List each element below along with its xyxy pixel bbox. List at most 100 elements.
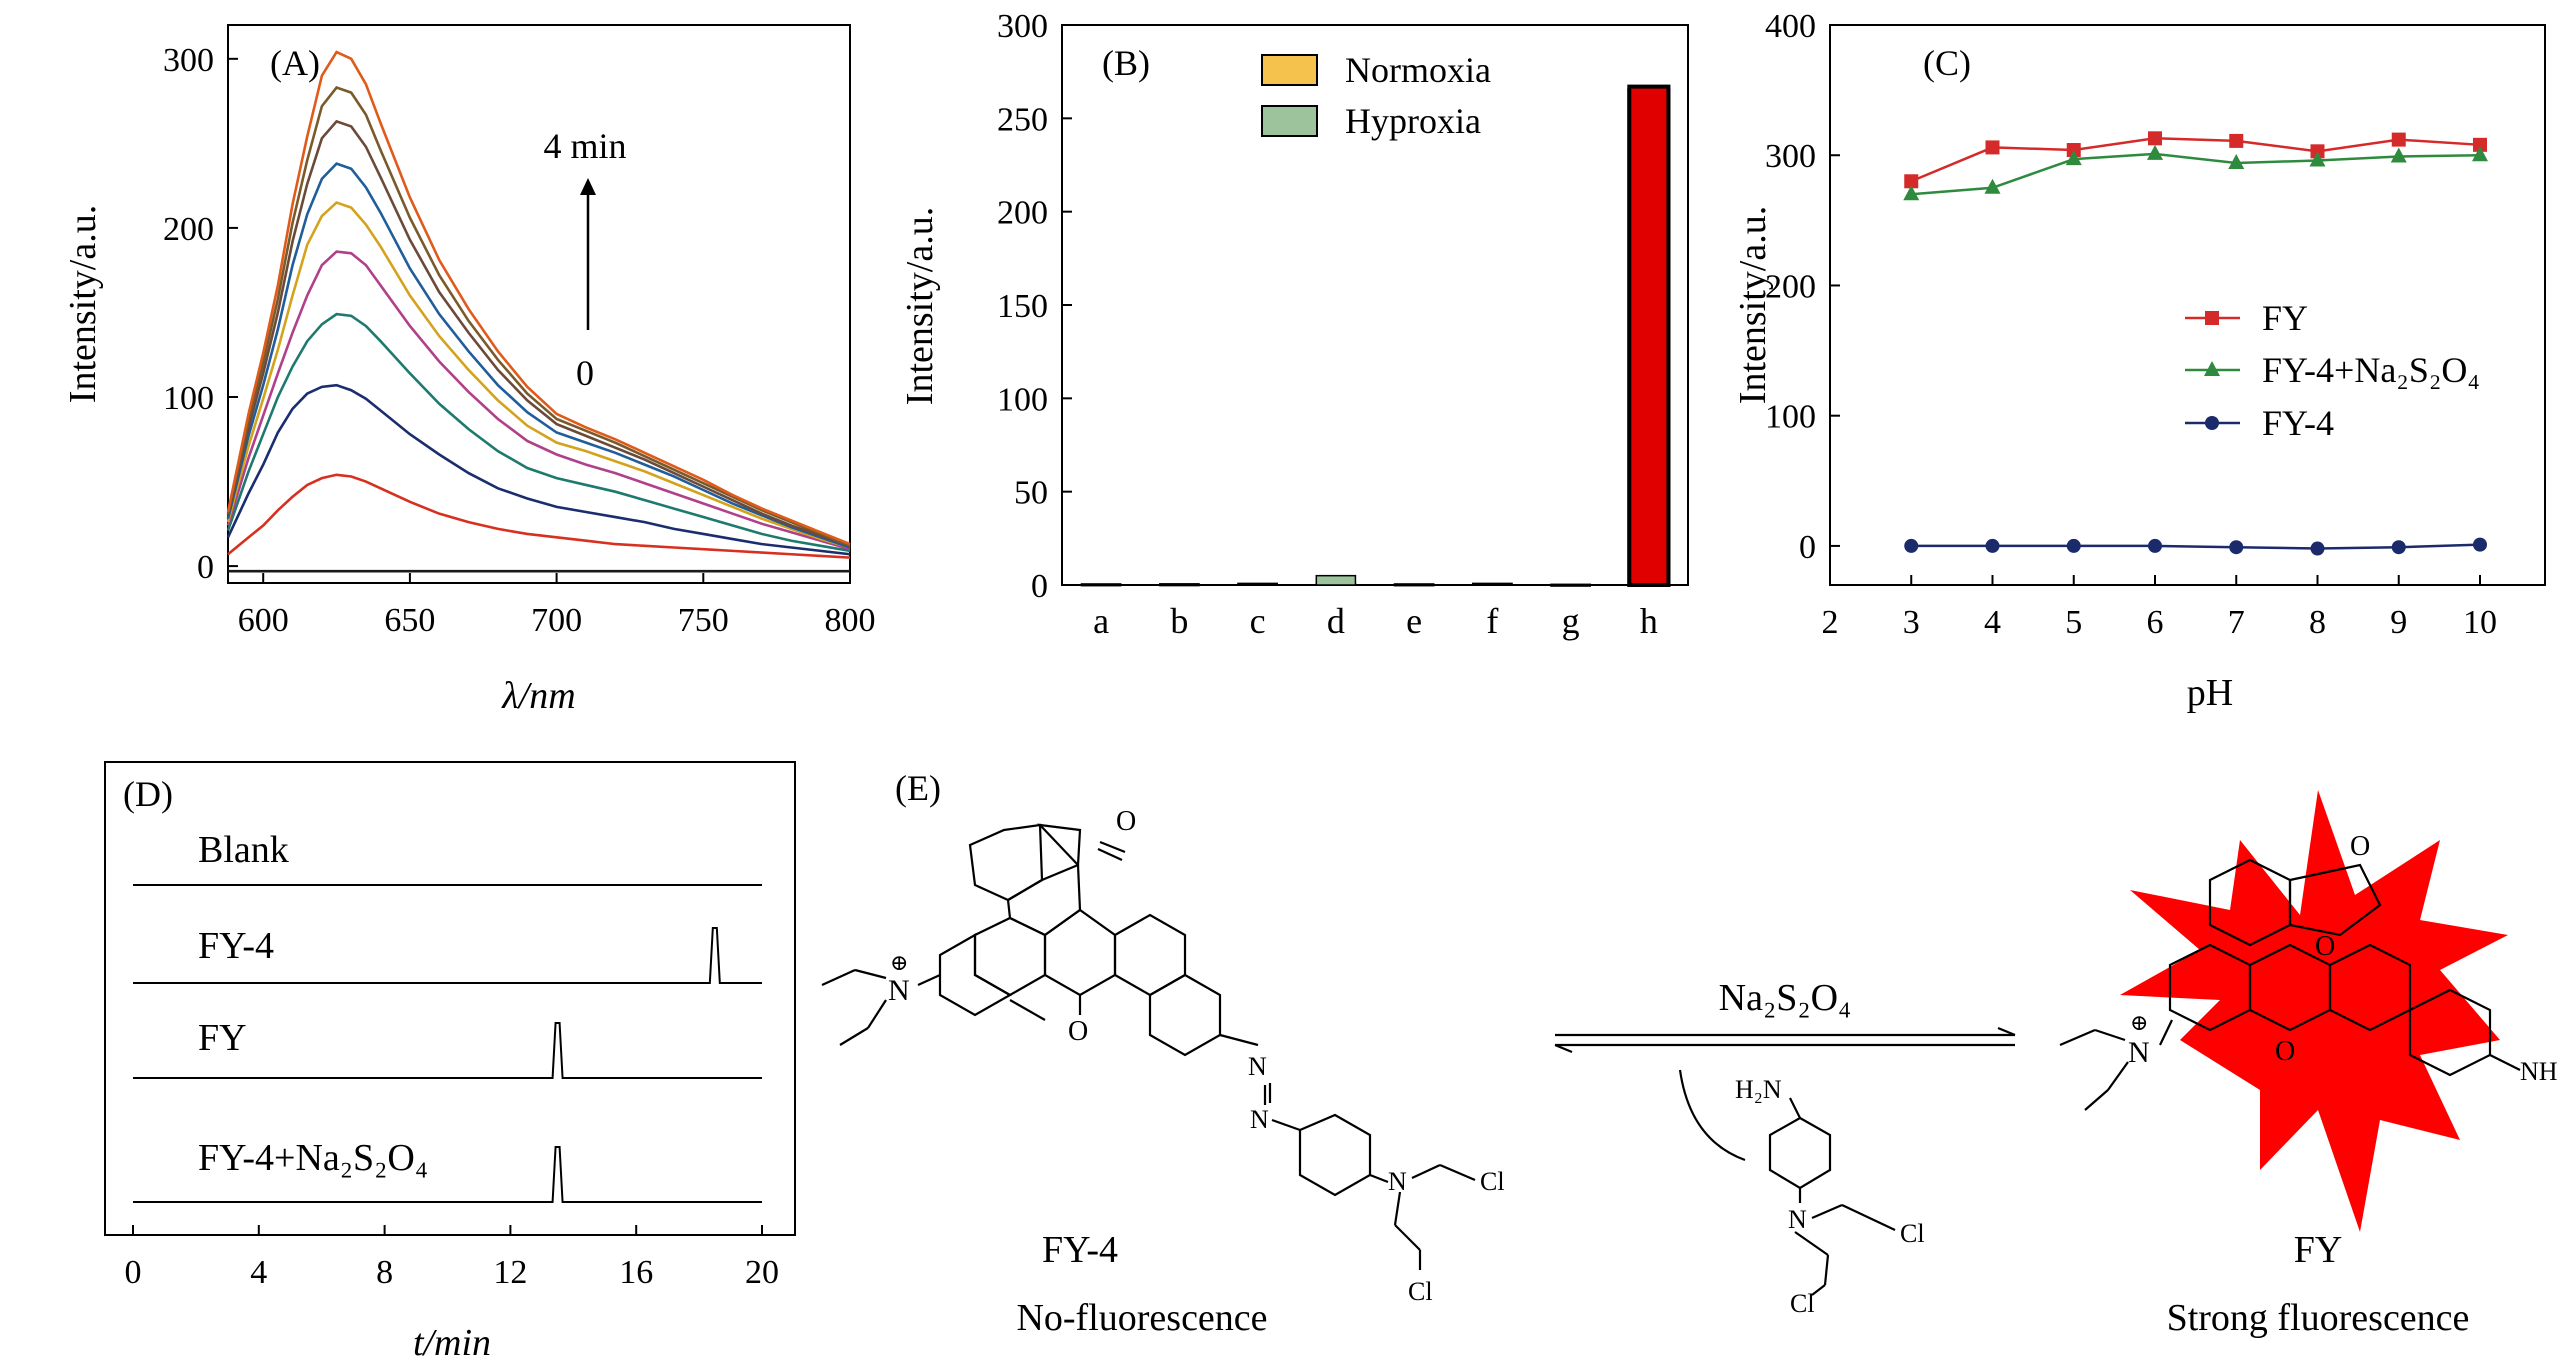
panel-b-ytick-label: 150 [997, 288, 1048, 325]
svg-text:N: N [1388, 1167, 1407, 1196]
panel-c-series-line [1911, 543, 2481, 550]
panel-a-xlabel: λ/nm [501, 675, 575, 717]
panel-a-xtick-label: 600 [238, 602, 289, 639]
panel-d-trace-label: FY [198, 1017, 247, 1059]
panel-c-point [2065, 150, 2082, 166]
panel-e-label: (E) [895, 768, 941, 808]
panel-a-frame [227, 24, 851, 584]
panel-a-series-line [227, 473, 851, 559]
panel-a-xtick-label: 650 [384, 602, 435, 639]
svg-text:O: O [1068, 1016, 1088, 1047]
panel-c-series-line [1910, 137, 2481, 183]
panel-c-legend-label: FY-4+Na₂S₂O₄ [2262, 350, 2480, 390]
panel-c-point [2148, 131, 2162, 146]
panel-a-series-line [226, 162, 851, 549]
fy4-structure: O O N ⊕ N N N [821, 806, 1505, 1306]
svg-text:O: O [2315, 931, 2335, 962]
panel-c-legend-label: FY-4 [2262, 403, 2334, 443]
svg-text:N: N [1788, 1205, 1807, 1234]
panel-b-legend-label: Normoxia [1345, 50, 1491, 90]
panel-c-point [1984, 178, 2001, 194]
panel-c-xtick-label: 8 [2309, 604, 2326, 641]
panel-d-trace [133, 1022, 762, 1079]
panel-c-ytick-label: 300 [1765, 138, 1816, 175]
panel-a-ylabel: Intensity/a.u. [62, 205, 104, 403]
panel-c-point [2228, 154, 2245, 170]
panel-b-bar [1627, 84, 1671, 587]
panel-c-point [2229, 540, 2244, 555]
fy-desc: Strong fluorescence [2167, 1297, 2470, 1339]
panel-c-point [1985, 538, 2000, 553]
svg-text:O: O [1116, 806, 1136, 837]
panel-a-series-line [226, 50, 851, 546]
panel-b-chart: 0 50 100 150 200 250 300 a b c d e f g h (B) Normoxia Hyp… [899, 8, 1689, 641]
panel-a-arrow-top-label: 4 min [543, 126, 626, 166]
panel-d-frame [104, 761, 796, 1236]
panel-c-point [2310, 541, 2325, 556]
panel-c-legend-marker [2205, 311, 2219, 325]
panel-b-category-label: g [1562, 601, 1580, 641]
panel-c-point [2391, 540, 2406, 555]
svg-text:⊕: ⊕ [2130, 1010, 2148, 1035]
panel-b-ylabel: Intensity/a.u. [899, 207, 941, 405]
panel-b-bar [1237, 582, 1278, 586]
amine-byproduct: H₂N N Cl Cl [1735, 1075, 1925, 1318]
panel-b-bar [1080, 583, 1122, 587]
panel-a-xtick-label: 750 [678, 602, 729, 639]
panel-c-frame [1829, 24, 2546, 586]
svg-text:Cl: Cl [1480, 1167, 1505, 1196]
panel-a-series-line [226, 201, 851, 549]
panel-a-series-line [226, 383, 851, 556]
panel-b-ytick-label: 50 [1014, 475, 1048, 512]
panel-a-series-line [226, 312, 851, 553]
fluorescence-burst-icon [2120, 790, 2508, 1232]
panel-a-time-arrowhead-icon [580, 178, 596, 195]
panel-c-xtick-label: 7 [2228, 604, 2245, 641]
panel-c-series-line [1911, 152, 2481, 196]
panel-c-point [1904, 174, 1919, 189]
panel-d-xtick-label: 12 [493, 1254, 527, 1291]
reagent-label: Na₂S₂O₄ [1719, 977, 1852, 1019]
panel-c-xtick-label: 5 [2065, 604, 2082, 641]
svg-text:⊕: ⊕ [890, 950, 908, 975]
panel-b-ytick-label: 100 [997, 381, 1048, 418]
panel-a-ytick-label: 300 [163, 42, 214, 79]
panel-a-label: (A) [270, 43, 320, 83]
panel-d-xtick-label: 0 [125, 1254, 142, 1291]
panel-c-point [2147, 144, 2163, 160]
svg-text:H₂N: H₂N [1735, 1075, 1782, 1104]
panel-b-legend-label: Hyproxia [1345, 101, 1481, 141]
panel-b-legend-swatch [1261, 54, 1318, 86]
panel-b-ytick-label: 300 [997, 8, 1048, 45]
panel-c-ylabel: Intensity/a.u. [1732, 206, 1774, 404]
panel-a-ytick-label: 200 [163, 211, 214, 248]
svg-text:O: O [2350, 831, 2370, 862]
panel-b-ytick-label: 200 [997, 195, 1048, 232]
panel-b-category-label: f [1486, 601, 1498, 641]
panel-d-trace-label: FY-4+Na₂S₂O₄ [198, 1137, 428, 1179]
panel-c-point [2309, 151, 2326, 167]
svg-text:N: N [1250, 1105, 1269, 1134]
panel-b-bar [1159, 583, 1200, 587]
panel-c-point [2066, 143, 2081, 158]
panel-b-ytick-label: 250 [997, 101, 1048, 138]
svg-text:N: N [1248, 1052, 1267, 1081]
fy-structure: O O O N ⊕ NH [2059, 831, 2558, 1111]
fy4-name: FY-4 [1042, 1229, 1118, 1271]
panel-b-bar [1472, 582, 1513, 586]
panel-b-category-label: h [1640, 601, 1658, 641]
panel-d-trace-label: Blank [198, 829, 289, 871]
panel-a-arrow-bottom-label: 0 [576, 353, 594, 393]
panel-c-xtick-label: 9 [2390, 604, 2407, 641]
panel-c-point [2310, 144, 2325, 159]
panel-c-point [2473, 137, 2487, 152]
panel-c-ytick-label: 100 [1765, 399, 1816, 436]
panel-b-category-label: d [1327, 601, 1345, 641]
panel-a-series-line [226, 86, 851, 548]
panel-c-legend-marker [2204, 361, 2220, 376]
panel-b-bar [1393, 583, 1435, 587]
svg-text:Cl: Cl [1408, 1277, 1433, 1306]
fy-name: FY [2294, 1229, 2343, 1271]
panel-a-xtick-label: 700 [531, 602, 582, 639]
panel-d-xtick-label: 16 [619, 1254, 653, 1291]
